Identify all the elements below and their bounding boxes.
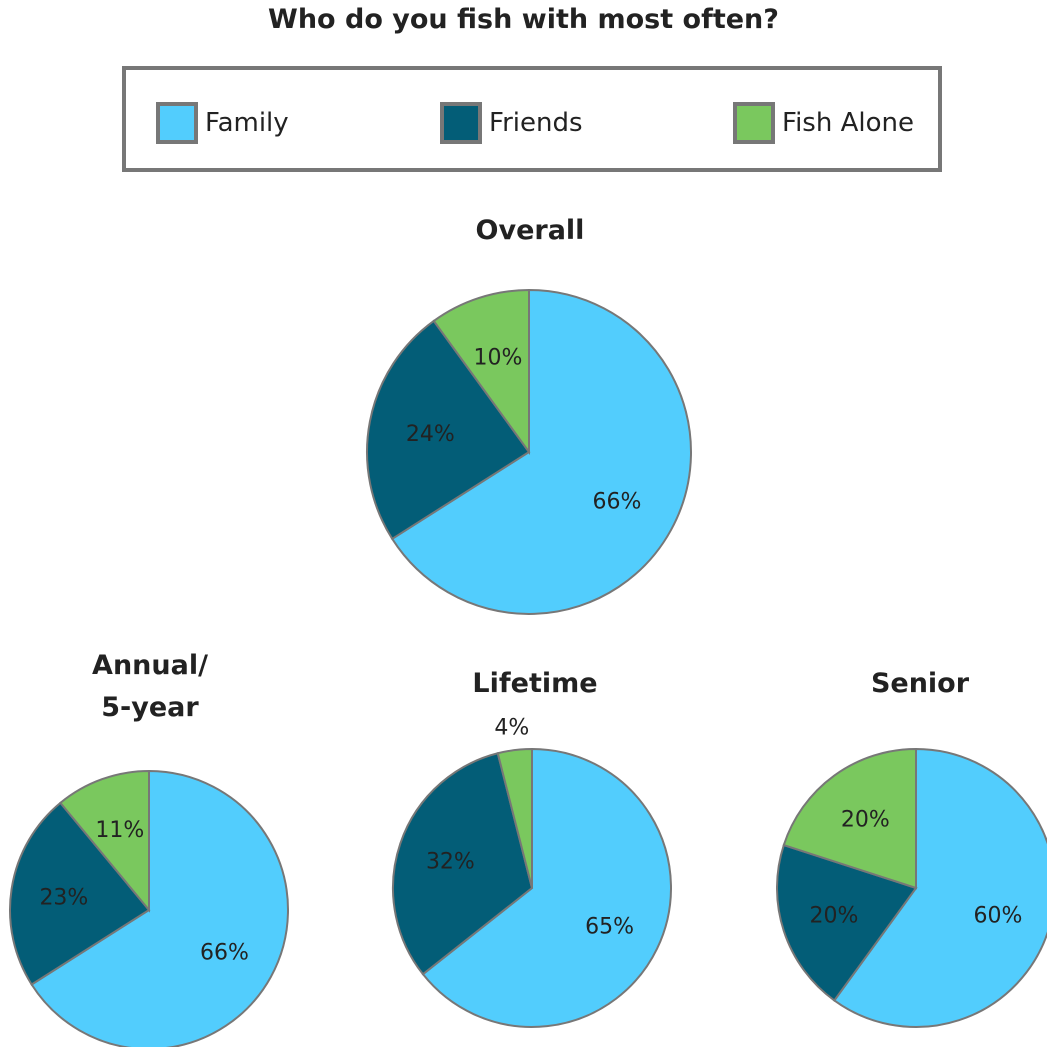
pie-title-annual-5-year: Annual/ 5-year [92, 650, 208, 723]
legend-label-family: Family [205, 108, 289, 138]
legend-item-fish-alone: Fish Alone [733, 99, 914, 147]
slice-annual-5-year-fish-alone [58, 769, 150, 913]
pie-senior: 60% 20% 20% [776, 747, 1047, 1028]
data-label-lifetime-family: 65% [585, 915, 634, 940]
data-label-lifetime-fish-alone: 4% [494, 715, 529, 740]
slice-lifetime-fish-alone [496, 747, 533, 889]
data-label-annual-5-year-friends: 23% [39, 886, 88, 911]
legend-label-friends: Friends [489, 108, 583, 138]
legend-item-family: Family [156, 99, 289, 147]
data-label-annual-5-year-fish-alone: 11% [95, 818, 144, 843]
chart-title: Who do you fish with most often? [268, 4, 779, 35]
data-label-senior-fish-alone: 20% [841, 807, 890, 832]
data-label-overall-family: 66% [593, 489, 642, 514]
data-label-overall-fish-alone: 10% [474, 346, 523, 371]
legend-swatch-family [156, 102, 198, 144]
legend-swatch-friends [440, 102, 482, 144]
legend-swatch-fish-alone [733, 102, 775, 144]
data-label-lifetime-friends: 32% [426, 849, 475, 874]
legend-label-fish-alone: Fish Alone [782, 108, 914, 138]
slice-senior-friends [776, 843, 918, 1002]
slice-annual-5-year-family [30, 769, 289, 1047]
data-label-annual-5-year-family: 66% [200, 941, 249, 966]
legend-item-friends: Friends [440, 99, 583, 147]
slice-annual-5-year-friends [9, 801, 151, 986]
slice-overall-friends [366, 319, 531, 541]
slice-overall-fish-alone [432, 288, 530, 456]
slice-senior-family [832, 747, 1047, 1028]
legend: Family Friends Fish Alone [122, 66, 942, 172]
slice-lifetime-friends [392, 752, 534, 976]
pie-lifetime: 65% 32% 4% [392, 715, 672, 1028]
slice-senior-fish-alone [782, 747, 917, 890]
pie-title-overall: Overall [475, 215, 585, 246]
slice-lifetime-family [421, 747, 672, 1028]
pie-annual-5-year: 66% 23% 11% [9, 769, 289, 1047]
slice-overall-family [390, 288, 692, 615]
data-label-senior-family: 60% [974, 904, 1023, 929]
data-label-overall-friends: 24% [406, 422, 455, 447]
pie-title-senior: Senior [870, 668, 970, 699]
pie-overall: 66% 24% 10% [366, 288, 692, 615]
data-label-senior-friends: 20% [810, 904, 859, 929]
pie-title-lifetime: Lifetime [472, 668, 598, 699]
